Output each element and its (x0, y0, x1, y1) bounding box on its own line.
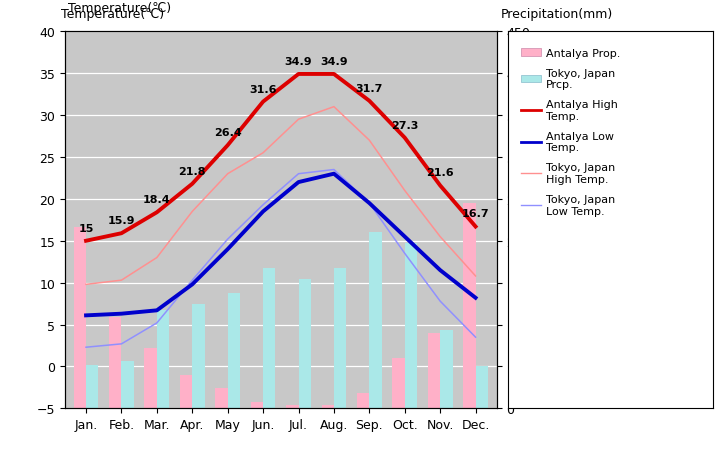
Bar (334, 268, 346, 409)
Bar (215, 388, 228, 409)
Bar (392, 358, 405, 409)
Text: 27.3: 27.3 (391, 120, 418, 130)
Bar (322, 405, 334, 409)
Bar (405, 244, 417, 409)
Bar (109, 317, 122, 409)
Text: Temperature(℃): Temperature(℃) (68, 2, 171, 16)
Text: 15.9: 15.9 (108, 216, 135, 226)
Bar (286, 405, 299, 409)
Bar (440, 331, 453, 409)
Bar (228, 293, 240, 409)
Text: 34.9: 34.9 (320, 57, 348, 67)
Bar (73, 228, 86, 409)
Bar (463, 204, 475, 409)
Text: 31.7: 31.7 (356, 84, 383, 94)
Text: 16.7: 16.7 (462, 209, 490, 219)
Bar (122, 362, 134, 409)
Text: 15: 15 (78, 223, 94, 233)
Bar (263, 269, 276, 409)
Bar (299, 280, 311, 409)
Bar (357, 393, 369, 409)
Text: 34.9: 34.9 (284, 57, 312, 67)
Text: 31.6: 31.6 (249, 84, 277, 95)
Bar (86, 365, 99, 409)
Bar (475, 366, 488, 409)
Text: Precipitation(mm): Precipitation(mm) (500, 8, 613, 22)
Bar (145, 348, 157, 409)
Bar (369, 233, 382, 409)
Bar (192, 304, 204, 409)
Text: 26.4: 26.4 (214, 128, 242, 138)
Text: 18.4: 18.4 (143, 195, 171, 205)
Legend: Antalya Prop., Tokyo, Japan
Prcp., Antalya High
Temp., Antalya Low
Temp., Tokyo,: Antalya Prop., Tokyo, Japan Prcp., Antal… (517, 45, 624, 219)
Text: Temperature(℃): Temperature(℃) (61, 8, 164, 22)
Text: 21.6: 21.6 (426, 168, 454, 178)
Bar (428, 333, 440, 409)
Bar (157, 311, 169, 409)
Bar (180, 375, 192, 409)
Text: 21.8: 21.8 (179, 166, 206, 176)
Bar (251, 402, 263, 409)
